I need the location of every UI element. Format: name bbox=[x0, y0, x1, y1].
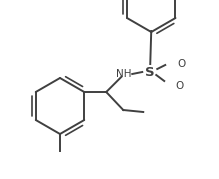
Text: S: S bbox=[145, 66, 155, 79]
Text: NH: NH bbox=[117, 69, 132, 79]
Text: O: O bbox=[175, 81, 184, 91]
Text: O: O bbox=[177, 59, 185, 69]
